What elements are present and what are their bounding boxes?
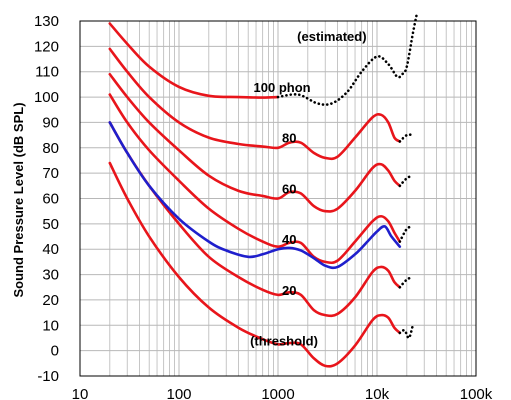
grid	[79, 20, 477, 377]
x-tick-labels: 10 100 1000 10k 100k	[72, 386, 493, 400]
annotations: (estimated) 100 phon 80 60 40 20 (threshold)	[250, 29, 366, 348]
estimated-curve-7	[398, 225, 415, 243]
y-tick-label: 80	[42, 140, 59, 157]
annotation-label: 20	[282, 283, 296, 298]
y-tick-label: 110	[35, 64, 59, 81]
estimated-curve-3	[398, 133, 415, 143]
annotation-label: 40	[282, 232, 296, 247]
curve-8	[108, 121, 402, 318]
y-tick-label: 40	[42, 241, 59, 258]
y-tick-label: 70	[42, 165, 59, 182]
y-tick-label: 90	[42, 114, 59, 131]
curve-6	[108, 93, 402, 265]
x-tick-label: 1000	[261, 386, 294, 400]
curve-2	[108, 47, 402, 161]
annotation-label: (threshold)	[250, 334, 318, 349]
series-group	[108, 14, 418, 368]
annotation-label: 100 phon	[254, 80, 311, 95]
x-tick-label: 10	[72, 386, 89, 400]
y-tick-label: 120	[34, 38, 59, 55]
y-tick-label: 10	[42, 317, 59, 334]
curve-0	[108, 22, 280, 99]
curve-10	[108, 161, 402, 368]
y-tick-label: 130	[34, 13, 59, 30]
y-tick-labels: -10 0 10 20 30 40 50 60 70 80 90 100 110 120 130	[34, 13, 59, 385]
x-tick-label: 100	[166, 386, 191, 400]
y-tick-label: 100	[34, 89, 59, 106]
y-tick-label: 60	[42, 191, 59, 208]
curve-12	[108, 121, 402, 270]
annotation-label: 60	[282, 181, 296, 196]
y-tick-label: -10	[37, 368, 59, 385]
x-tick-label: 10k	[365, 386, 390, 400]
y-tick-label: 30	[42, 267, 59, 284]
curve-4	[108, 72, 402, 213]
annotation-label: 80	[282, 131, 296, 146]
estimated-curve-1	[276, 14, 418, 106]
estimated-curve-11	[398, 323, 415, 340]
plot-frame	[79, 20, 477, 377]
x-tick-label: 100k	[460, 386, 493, 400]
y-tick-label: 50	[42, 216, 59, 233]
y-tick-label: 0	[51, 343, 59, 360]
y-axis-label: Sound Pressure Level (dB SPL)	[11, 102, 26, 297]
y-tick-label: 20	[42, 292, 59, 309]
annotation-label: (estimated)	[297, 29, 366, 44]
